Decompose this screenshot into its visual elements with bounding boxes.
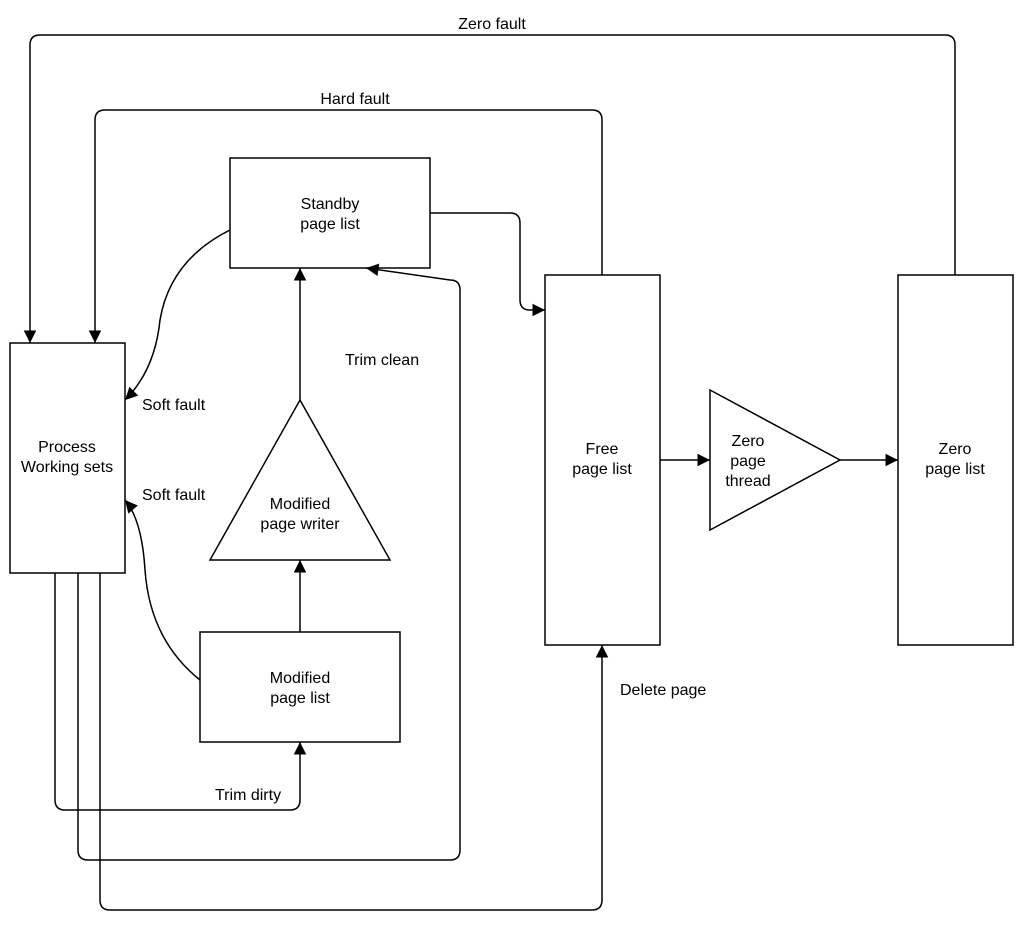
edge-soft-fault-2-label: Soft fault <box>142 487 206 504</box>
edge-trim-clean-label: Trim clean <box>345 352 419 369</box>
node-zero-label-1: Zero <box>939 441 972 458</box>
node-modified-label-2: page list <box>270 690 330 707</box>
node-zerothread-label-2: page <box>730 453 766 470</box>
node-writer-label-2: page writer <box>260 516 340 533</box>
edge-zero-fault: Zero fault <box>30 16 955 343</box>
edge-trim-clean: Trim clean <box>78 268 460 860</box>
node-process-label-2: Working sets <box>21 459 113 476</box>
node-zero-page-thread: Zero page thread <box>710 390 840 530</box>
node-zerothread-label-3: thread <box>725 473 770 490</box>
edge-delete-page-label: Delete page <box>620 682 706 699</box>
edge-soft-fault-1-label: Soft fault <box>142 397 206 414</box>
node-writer-label-1: Modified <box>270 496 330 513</box>
node-standby-page-list: Standby page list <box>230 158 430 268</box>
node-free-label-1: Free <box>586 441 619 458</box>
node-zero-page-list: Zero page list <box>898 275 1013 645</box>
node-standby-label-1: Standby <box>301 196 360 213</box>
edge-trim-dirty-label: Trim dirty <box>215 787 281 804</box>
node-modified-page-list: Modified page list <box>200 632 400 742</box>
edge-soft-fault-modified: Soft fault <box>125 487 206 680</box>
node-zero-label-2: page list <box>925 461 985 478</box>
node-modified-page-writer: Modified page writer <box>210 400 390 560</box>
node-zerothread-label-1: Zero <box>732 433 765 450</box>
node-modified-label-1: Modified <box>270 670 330 687</box>
edge-soft-fault-standby: Soft fault <box>125 230 230 414</box>
node-process-label-1: Process <box>38 439 96 456</box>
node-free-label-2: page list <box>572 461 632 478</box>
edge-standby-to-free <box>430 213 545 310</box>
node-process-working-sets: Process Working sets <box>10 343 125 573</box>
node-free-page-list: Free page list <box>545 275 660 645</box>
memory-page-state-diagram: Process Working sets Standby page list M… <box>0 0 1024 935</box>
node-standby-label-2: page list <box>300 216 360 233</box>
edge-zero-fault-label: Zero fault <box>458 16 526 33</box>
edge-hard-fault-label: Hard fault <box>320 91 390 108</box>
